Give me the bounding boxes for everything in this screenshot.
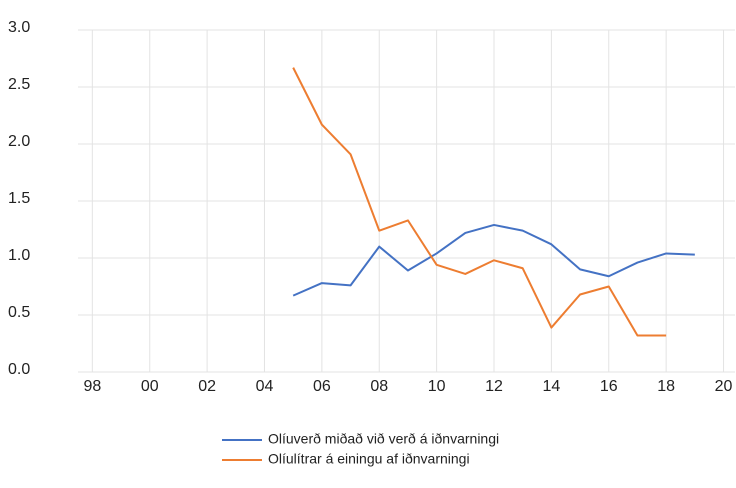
y-tick-label: 2.5 bbox=[8, 76, 30, 93]
x-tick-label: 18 bbox=[657, 378, 675, 395]
x-tick-label: 98 bbox=[83, 378, 101, 395]
x-tick-label: 00 bbox=[141, 378, 159, 395]
x-tick-label: 20 bbox=[715, 378, 733, 395]
x-tick-label: 08 bbox=[370, 378, 388, 395]
series-line bbox=[292, 67, 667, 337]
series-line bbox=[292, 223, 695, 297]
legend: Olíuverð miðað við verð á iðnvarningi Olí… bbox=[222, 431, 499, 467]
y-tick-label: 2.0 bbox=[8, 133, 30, 150]
x-tick-label: 04 bbox=[256, 378, 274, 395]
y-tick-label: 1.5 bbox=[8, 190, 30, 207]
x-tick-label: 14 bbox=[542, 378, 560, 395]
y-tick-label: 1.0 bbox=[8, 247, 30, 264]
y-tick-label: 0.5 bbox=[8, 304, 30, 321]
x-tick-label: 06 bbox=[313, 378, 331, 395]
x-tick-label: 10 bbox=[428, 378, 446, 395]
x-tick-label: 12 bbox=[485, 378, 503, 395]
y-tick-label: 0.0 bbox=[8, 361, 30, 378]
legend-label: Olíulítrar á einingu af iðnvarningi bbox=[268, 451, 470, 467]
x-tick-label: 02 bbox=[198, 378, 216, 395]
legend-label: Olíuverð miðað við verð á iðnvarningi bbox=[268, 431, 499, 447]
y-tick-label: 3.0 bbox=[8, 19, 30, 36]
x-tick-label: 16 bbox=[600, 378, 618, 395]
